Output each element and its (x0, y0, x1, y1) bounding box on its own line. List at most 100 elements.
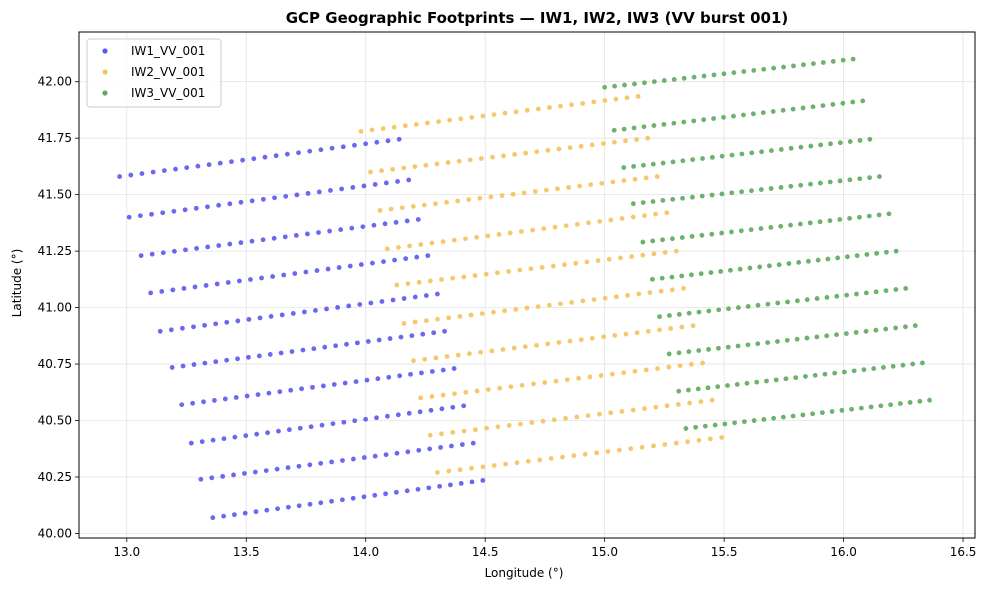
data-point (216, 202, 222, 208)
data-point (642, 80, 647, 86)
data-point (927, 397, 932, 403)
data-point (589, 142, 595, 148)
data-point (450, 275, 456, 281)
data-point (236, 278, 242, 284)
data-point (650, 238, 656, 244)
data-point (719, 191, 725, 197)
data-point (732, 420, 738, 426)
data-point (812, 372, 818, 378)
data-point (587, 374, 593, 380)
data-point (709, 231, 715, 237)
data-point (725, 344, 731, 350)
data-point (594, 450, 600, 456)
data-point (279, 312, 285, 318)
data-point (479, 311, 485, 316)
x-tick-label: 15.0 (591, 545, 618, 559)
y-axis-label: Latitude (°) (10, 249, 24, 318)
data-point (814, 334, 820, 340)
data-point (439, 406, 445, 412)
y-tick-label: 40.00 (38, 526, 72, 540)
data-point (397, 373, 403, 379)
data-point (349, 225, 355, 231)
data-point (470, 440, 476, 446)
data-point (719, 153, 725, 159)
data-point (225, 280, 231, 285)
data-point (435, 316, 440, 322)
data-point (310, 384, 315, 390)
data-point (807, 220, 813, 226)
data-point (282, 234, 288, 240)
data-point (751, 418, 757, 423)
data-point (474, 388, 480, 394)
data-point (844, 292, 850, 298)
data-point (338, 227, 344, 233)
data-point (860, 98, 866, 104)
x-tick-label: 13.5 (233, 545, 260, 559)
data-point (319, 422, 325, 428)
data-point (605, 449, 611, 454)
data-point (759, 149, 764, 155)
data-point (534, 149, 540, 155)
data-point (412, 319, 418, 325)
data-point (461, 428, 467, 434)
data-point (847, 215, 853, 221)
data-point (363, 416, 369, 422)
data-point (290, 311, 296, 316)
data-point (461, 274, 467, 280)
data-point (444, 199, 449, 205)
data-point (552, 224, 558, 230)
data-point (410, 203, 416, 209)
data-point (671, 120, 677, 126)
data-point (574, 221, 580, 227)
data-point (876, 212, 882, 218)
data-point (773, 377, 779, 383)
data-point (308, 424, 314, 430)
data-point (468, 312, 474, 318)
data-point (765, 340, 771, 345)
data-point (801, 62, 806, 68)
data-point (168, 327, 174, 333)
data-point (800, 412, 806, 418)
data-point (569, 102, 574, 108)
data-point (832, 370, 838, 376)
data-point (368, 169, 373, 175)
data-point (660, 237, 665, 243)
data-point (729, 190, 735, 196)
legend-label: IW2_VV_001 (131, 65, 205, 79)
data-point (243, 433, 249, 439)
data-point (437, 483, 442, 489)
data-point (699, 193, 705, 199)
data-point (835, 255, 841, 261)
data-point (191, 324, 196, 330)
data-point (535, 304, 541, 309)
data-point (645, 328, 651, 334)
data-point (478, 349, 483, 355)
data-point (837, 178, 843, 184)
data-point (449, 443, 454, 449)
data-point (715, 345, 721, 351)
data-point (612, 333, 618, 338)
x-tick-label: 14.0 (352, 545, 379, 559)
data-point (706, 308, 712, 314)
data-point (741, 112, 746, 118)
data-point (767, 263, 772, 269)
data-point (246, 354, 251, 360)
y-tick-label: 41.25 (38, 244, 72, 258)
data-point (508, 384, 514, 390)
data-point (613, 96, 619, 102)
data-point (810, 411, 816, 417)
data-point (601, 334, 606, 340)
data-point (390, 297, 396, 303)
data-point (160, 250, 166, 256)
data-point (803, 374, 808, 379)
data-point (545, 341, 551, 347)
data-point (358, 262, 364, 267)
legend-box (86, 38, 222, 108)
data-point (472, 273, 478, 278)
data-point (661, 121, 667, 127)
data-point (731, 113, 736, 119)
data-point (577, 183, 583, 189)
data-point (447, 117, 453, 123)
data-point (346, 303, 352, 309)
data-point (827, 218, 833, 224)
